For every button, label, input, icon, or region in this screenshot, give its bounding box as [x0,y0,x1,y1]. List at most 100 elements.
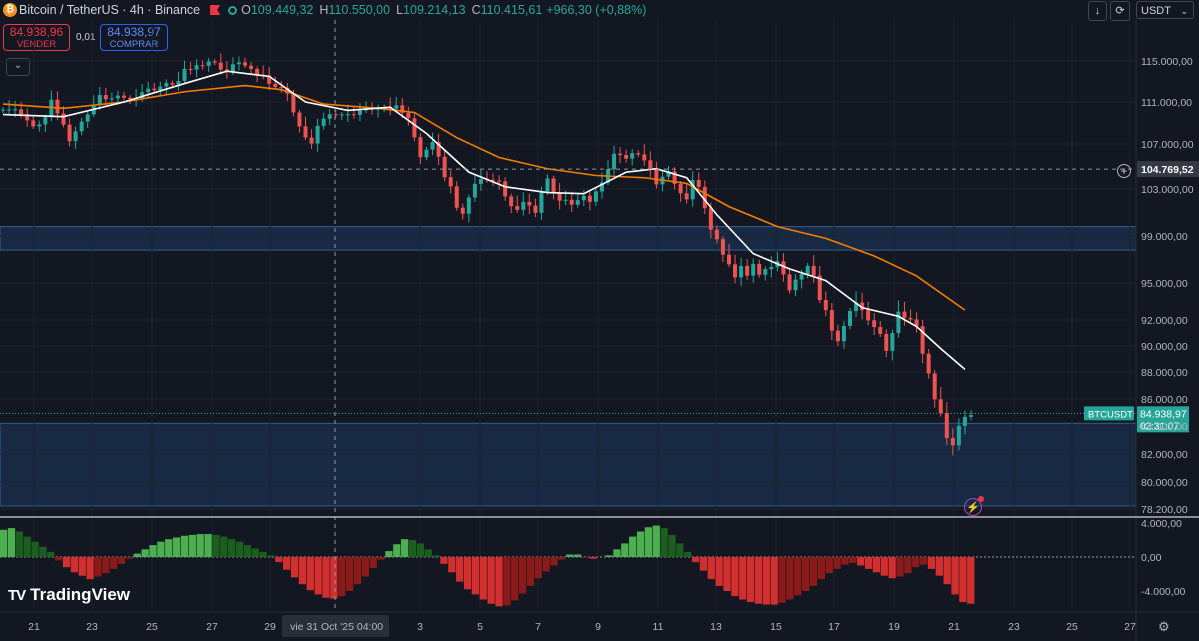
candle-body[interactable] [267,75,272,84]
candle-body[interactable] [333,114,338,116]
candle-body[interactable] [436,142,441,157]
candle-body[interactable] [727,254,731,265]
candle-body[interactable] [321,118,326,126]
candle-body[interactable] [581,195,586,201]
candle-body[interactable] [273,83,278,88]
candle-body[interactable] [908,317,913,320]
candle-body[interactable] [811,265,816,276]
candle-body[interactable] [702,186,707,209]
candle-body[interactable] [442,156,447,178]
candle-body[interactable] [962,416,967,426]
candle-body[interactable] [158,86,163,91]
candle-body[interactable] [642,154,647,161]
candle-body[interactable] [448,177,453,187]
candle-body[interactable] [491,179,496,181]
candle-body[interactable] [285,87,290,94]
candle-body[interactable] [878,327,883,334]
candle-body[interactable] [85,114,90,122]
candle-body[interactable] [969,415,973,417]
candle-body[interactable] [236,62,241,65]
candle-body[interactable] [714,229,719,240]
candle-body[interactable] [872,320,877,328]
candle-body[interactable] [345,114,350,116]
flag-icon[interactable] [210,5,221,15]
candle-body[interactable] [745,265,750,276]
candle-body[interactable] [146,88,151,93]
candle-body[interactable] [551,178,556,194]
candle-body[interactable] [739,265,744,278]
candle-body[interactable] [249,65,254,69]
candle-body[interactable] [751,263,756,276]
candle-body[interactable] [515,206,520,210]
candle-body[interactable] [224,69,229,72]
candle-body[interactable] [829,310,834,331]
add-alert-icon[interactable]: + [1117,164,1131,178]
candle-body[interactable] [787,274,792,291]
candle-body[interactable] [636,153,641,155]
candle-body[interactable] [61,113,66,125]
chevron-down-icon[interactable]: ⌄ [6,58,30,76]
candle-body[interactable] [297,112,302,127]
candle-body[interactable] [860,302,865,311]
support-zone[interactable] [0,226,1137,251]
candle-body[interactable] [394,105,399,109]
candle-body[interactable] [255,68,260,75]
sell-button[interactable]: 84.938,96 VENDER [3,24,70,51]
candle-body[interactable] [315,125,320,144]
candle-body[interactable] [630,153,635,159]
candle-body[interactable] [763,269,768,275]
candle-body[interactable] [243,62,247,66]
candle-body[interactable] [182,68,187,82]
candle-body[interactable] [793,279,798,291]
candle-body[interactable] [733,264,738,278]
candle-body[interactable] [7,109,12,111]
candle-body[interactable] [212,61,217,63]
candle-body[interactable] [848,311,852,326]
candle-body[interactable] [472,183,477,198]
candle-body[interactable] [708,208,713,230]
candle-body[interactable] [599,182,604,192]
candle-body[interactable] [194,65,199,70]
support-zone[interactable] [0,422,1137,507]
candle-body[interactable] [218,62,223,70]
candle-body[interactable] [890,333,895,351]
candle-body[interactable] [805,265,810,274]
candle-body[interactable] [31,120,36,127]
currency-select[interactable]: USDT ⌄ [1136,1,1194,19]
candle-body[interactable] [926,353,931,374]
candle-body[interactable] [866,310,871,321]
candle-body[interactable] [79,121,84,132]
candle-body[interactable] [884,333,889,351]
candle-body[interactable] [406,112,411,119]
candle-body[interactable] [678,183,683,194]
candle-body[interactable] [823,300,828,311]
candle-body[interactable] [460,207,465,214]
settings-icon[interactable]: ⚙ [1158,619,1170,634]
candle-body[interactable] [944,413,949,439]
candle-body[interactable] [109,98,114,100]
candle-body[interactable] [303,126,308,138]
candle-body[interactable] [188,68,193,70]
candle-body[interactable] [841,325,846,342]
candle-body[interactable] [357,110,362,115]
candle-body[interactable] [170,83,175,85]
candle-body[interactable] [920,326,925,354]
candle-body[interactable] [956,426,961,446]
candle-body[interactable] [497,180,502,182]
candle-body[interactable] [97,95,102,105]
candle-body[interactable] [466,197,471,214]
candle-body[interactable] [684,193,689,200]
candle-body[interactable] [37,124,42,127]
candle-body[interactable] [478,179,483,184]
candle-body[interactable] [575,200,580,205]
candle-body[interactable] [854,302,859,312]
candle-body[interactable] [412,118,417,138]
symbol-title[interactable]: Bitcoin / TetherUS · 4h · Binance [19,3,201,17]
candle-body[interactable] [279,87,284,89]
candle-body[interactable] [527,201,532,206]
candle-body[interactable] [430,142,435,150]
candle-body[interactable] [230,64,235,72]
candle-body[interactable] [206,61,211,66]
candle-body[interactable] [666,171,671,177]
